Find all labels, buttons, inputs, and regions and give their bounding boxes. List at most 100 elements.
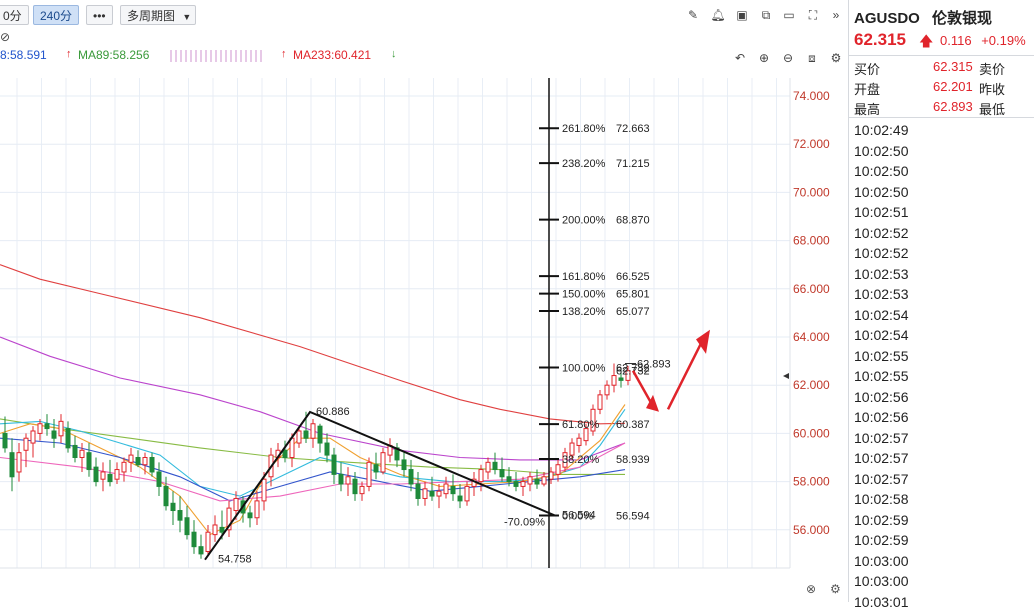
quote-panel: AGUSDO 伦敦银现 62.315 🡅 0.116 +0.19% 买价 62.… bbox=[848, 0, 1034, 602]
candle bbox=[458, 484, 462, 508]
zoom-in-icon[interactable]: ⊕ bbox=[756, 50, 772, 66]
settings-icon[interactable]: ⚙ bbox=[828, 50, 844, 66]
candle-body bbox=[416, 484, 420, 498]
fib-pct-label: 61.80% bbox=[562, 419, 600, 431]
candle bbox=[24, 433, 28, 467]
candle-body bbox=[423, 489, 427, 499]
period-button-partial[interactable]: 0分 bbox=[0, 5, 29, 25]
candlestick-chart[interactable]: 74.00072.00070.00068.00066.00064.00062.0… bbox=[0, 78, 846, 602]
double-chevron-right-icon[interactable]: » bbox=[828, 7, 844, 23]
candle-body bbox=[108, 474, 112, 481]
candle-body bbox=[507, 477, 511, 482]
bottom-point-label: 56.594 bbox=[562, 509, 596, 521]
change-value: 0.116 bbox=[940, 33, 972, 48]
candle bbox=[157, 462, 161, 496]
expand-icon[interactable]: ⛶ bbox=[805, 7, 821, 23]
candle bbox=[227, 501, 231, 537]
candle bbox=[395, 443, 399, 467]
high-value: 62.893 bbox=[933, 99, 973, 114]
tick-time-item: 10:03:00 bbox=[849, 571, 1034, 592]
candle bbox=[129, 448, 133, 472]
zoom-out-icon[interactable]: ⊖ bbox=[780, 50, 796, 66]
candle-body bbox=[346, 477, 350, 484]
candle-body bbox=[542, 477, 546, 484]
fib-value-label: 66.525 bbox=[616, 271, 650, 283]
candle-body bbox=[325, 443, 329, 455]
candle-body bbox=[199, 547, 203, 554]
y-tick-label: 70.000 bbox=[793, 185, 830, 199]
bell-icon[interactable]: 🔔︎ bbox=[710, 7, 726, 23]
open-label: 开盘 bbox=[854, 79, 880, 98]
candle-body bbox=[535, 479, 539, 484]
candle-body bbox=[3, 433, 7, 447]
fib-value-label: 60.387 bbox=[616, 419, 650, 431]
candle-body bbox=[381, 453, 385, 472]
undo-icon[interactable]: ↶ bbox=[732, 50, 748, 66]
candle bbox=[409, 460, 413, 491]
open-value: 62.201 bbox=[933, 79, 973, 94]
candle-body bbox=[31, 431, 35, 443]
fib-pct-label: 200.00% bbox=[562, 215, 606, 227]
fib-pct-label: 161.80% bbox=[562, 271, 606, 283]
period-button-240[interactable]: 240分 bbox=[33, 5, 79, 25]
arrow-up-icon: 🡅 bbox=[919, 31, 933, 55]
candle-body bbox=[353, 479, 357, 493]
fib-pct-label: 150.00% bbox=[562, 289, 606, 301]
tick-time-item: 10:02:50 bbox=[849, 141, 1034, 162]
candle-body bbox=[304, 431, 308, 438]
camera-icon[interactable]: ▣ bbox=[734, 7, 750, 23]
prev-close-label: 昨收 bbox=[979, 79, 1005, 98]
ruler-icon[interactable]: ⊘ bbox=[0, 30, 10, 44]
candle-body bbox=[171, 503, 175, 510]
candle-body bbox=[409, 470, 413, 484]
candle-body bbox=[24, 438, 28, 450]
tick-time-item: 10:02:59 bbox=[849, 510, 1034, 531]
candle bbox=[122, 458, 126, 482]
candle bbox=[444, 477, 448, 499]
bid-label: 买价 bbox=[854, 59, 880, 78]
bottom-settings-icon[interactable]: ⊗ bbox=[806, 582, 816, 596]
candle-body bbox=[577, 438, 581, 445]
pencil-icon[interactable]: ✎ bbox=[685, 7, 701, 23]
bottom-config-icon[interactable]: ⚙ bbox=[830, 582, 841, 596]
y-tick-label: 64.000 bbox=[793, 330, 830, 344]
candle bbox=[423, 482, 427, 506]
candle bbox=[486, 458, 490, 480]
chevron-down-icon: ▼ bbox=[182, 12, 191, 22]
candle-body bbox=[339, 474, 343, 484]
symbol-name: 伦敦银现 bbox=[932, 10, 992, 27]
candle-body bbox=[521, 482, 525, 487]
fib-value-label: 65.801 bbox=[616, 289, 650, 301]
candle-body bbox=[52, 431, 56, 438]
candle bbox=[115, 462, 119, 484]
candle-body bbox=[374, 465, 378, 472]
tick-time-item: 10:02:54 bbox=[849, 325, 1034, 346]
price-change: 0.116 +0.19% bbox=[940, 33, 1026, 48]
candle-body bbox=[437, 491, 441, 496]
tick-time-item: 10:02:52 bbox=[849, 223, 1034, 244]
candle bbox=[437, 484, 441, 508]
fib-pct-label: 261.80% bbox=[562, 123, 606, 135]
copy-icon[interactable]: ⧉ bbox=[758, 7, 774, 23]
candle-body bbox=[458, 496, 462, 501]
tick-time-item: 10:02:57 bbox=[849, 469, 1034, 490]
ma-legend-ma233: MA233:60.421 bbox=[293, 48, 371, 62]
more-periods-button[interactable]: ••• bbox=[86, 5, 113, 25]
monitor-icon[interactable]: ▭ bbox=[781, 7, 797, 23]
divider bbox=[849, 55, 1034, 56]
candle bbox=[31, 426, 35, 457]
tick-time-item: 10:02:53 bbox=[849, 264, 1034, 285]
candle-body bbox=[402, 460, 406, 470]
fib-value-label: 72.663 bbox=[616, 123, 650, 135]
fib-pct-label: 100.00% bbox=[562, 363, 606, 375]
multi-period-button[interactable]: 多周期图 ▼ bbox=[120, 5, 196, 25]
candle-body bbox=[486, 462, 490, 472]
candle-body bbox=[87, 453, 91, 470]
symbol-code: AGUSDO bbox=[854, 10, 920, 27]
candle bbox=[73, 436, 77, 463]
candle-body bbox=[73, 445, 77, 457]
candle bbox=[402, 453, 406, 477]
layout-icon[interactable]: ⧈ bbox=[804, 50, 820, 66]
candle bbox=[213, 515, 217, 542]
